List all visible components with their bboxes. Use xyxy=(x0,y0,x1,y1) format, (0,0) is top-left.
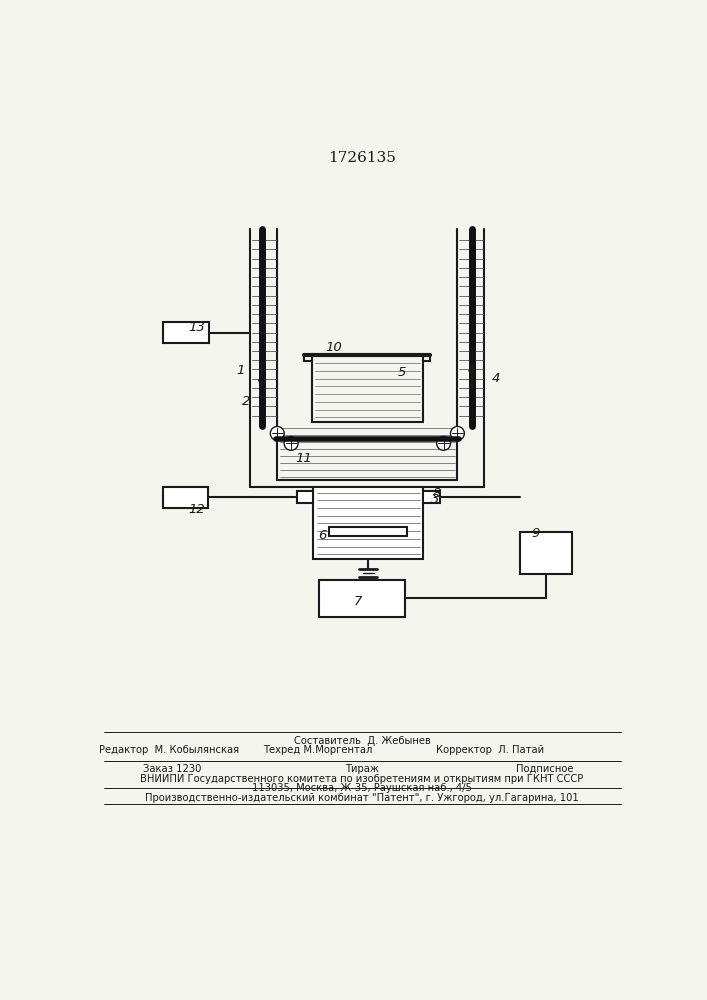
Text: Редактор  М. Кобылянская: Редактор М. Кобылянская xyxy=(100,745,240,755)
Circle shape xyxy=(284,436,298,450)
Circle shape xyxy=(437,436,450,450)
Text: 12: 12 xyxy=(189,503,206,516)
Bar xyxy=(423,491,440,503)
Text: 11: 11 xyxy=(296,452,312,465)
Circle shape xyxy=(270,426,284,440)
Bar xyxy=(296,491,313,503)
Text: Производственно-издательский комбинат "Патент", г. Ужгород, ул.Гагарина, 101: Производственно-издательский комбинат "П… xyxy=(145,793,579,803)
Bar xyxy=(319,580,405,617)
Text: Тираж: Тираж xyxy=(345,764,379,774)
Text: Техред М.Моргентал: Техред М.Моргентал xyxy=(262,745,372,755)
Text: 1: 1 xyxy=(236,364,245,377)
Text: 13: 13 xyxy=(189,321,206,334)
Text: Заказ 1230: Заказ 1230 xyxy=(143,764,201,774)
Text: 7: 7 xyxy=(354,595,363,608)
Text: 113035, Москва, Ж-35, Раушская наб., 4/5: 113035, Москва, Ж-35, Раушская наб., 4/5 xyxy=(252,783,472,793)
Text: 2: 2 xyxy=(242,395,250,408)
Text: 5: 5 xyxy=(398,366,407,379)
Text: Составитель  Д. Жебынев: Составитель Д. Жебынев xyxy=(293,736,431,746)
Text: 8: 8 xyxy=(433,487,441,500)
Text: 4: 4 xyxy=(492,372,501,385)
Bar xyxy=(313,487,423,559)
Bar xyxy=(163,322,209,343)
Bar xyxy=(163,487,208,508)
Bar xyxy=(520,532,572,574)
Text: 6: 6 xyxy=(318,529,327,542)
Text: 10: 10 xyxy=(325,341,341,354)
Text: Подписное: Подписное xyxy=(515,764,573,774)
Text: ВНИИПИ Государственного комитета по изобретениям и открытиям при ГКНТ СССР: ВНИИПИ Государственного комитета по изоб… xyxy=(140,774,583,784)
Bar xyxy=(329,527,407,536)
Text: 1726135: 1726135 xyxy=(328,151,396,165)
Text: 9: 9 xyxy=(532,527,539,540)
Circle shape xyxy=(450,426,464,440)
Text: 3: 3 xyxy=(431,493,440,506)
Text: Корректор  Л. Патай: Корректор Л. Патай xyxy=(436,745,544,755)
